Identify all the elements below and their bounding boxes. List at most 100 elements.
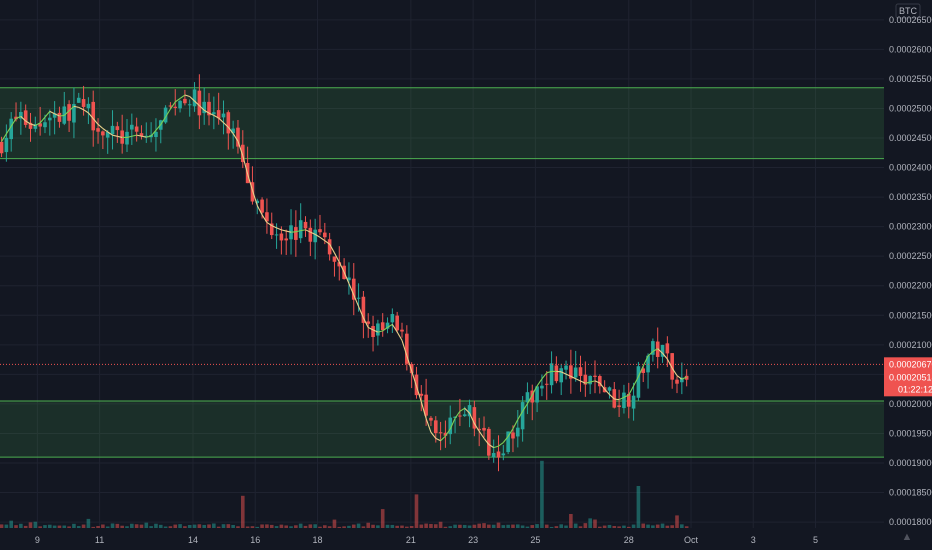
candle-body [535,386,539,403]
x-tick-label: 23 [468,535,478,545]
candle-body [569,365,573,379]
candle-body [598,376,602,387]
candle-body [139,133,144,137]
volume-bar [366,522,371,528]
volume-bar [226,524,231,528]
candle-body [443,432,448,436]
ma-segment [25,120,31,125]
volume-bar [390,524,395,528]
ma-segment [382,327,388,332]
candle-body [279,233,284,241]
candle-body [583,374,588,385]
volume-bar [578,526,583,528]
volume-bar [265,524,269,528]
volume-bar [163,526,168,528]
candle-body [390,314,395,323]
candle-body [665,343,670,354]
ma-segment [63,110,70,116]
candle-body [626,393,631,407]
candle-body [351,278,356,300]
candle-body [433,420,438,434]
ma-segment [314,233,321,238]
volume-bar [115,523,120,528]
support-zone-1 [0,400,884,458]
ma-segment [362,317,369,328]
ma-segment [92,118,99,125]
candle-body [260,199,264,213]
candle-body [448,417,453,435]
ma-segment [286,230,292,233]
ma-segment [396,331,403,341]
volume-bar [76,526,81,528]
candle-body [76,97,81,103]
volume-bar [313,524,317,528]
candle-body [361,296,366,323]
ma-segment [73,105,79,108]
candle-body [0,141,4,154]
ma-segment [87,112,94,119]
ma-segment [406,355,413,372]
ma-segment [54,113,60,117]
volume-bar [202,524,206,528]
volume-bar [617,526,621,528]
candle-body [641,368,646,373]
ma-segment [633,376,639,387]
ma-segment [49,110,55,115]
volume-bar [515,524,520,528]
volume-bar [371,524,375,528]
volume-bar [670,525,674,528]
volume-bar [530,525,535,528]
candle-body [197,90,202,116]
ma-segment [136,134,142,137]
volume-bar [559,524,564,528]
candle-body [265,212,269,222]
y-tick-label: 0.00026500 [889,15,932,25]
volume-bar [255,526,260,528]
ma-segment [300,229,306,232]
volume-bar [395,525,399,528]
volume-bar [120,525,124,528]
ma-segment [353,294,360,307]
candle-body [588,375,592,385]
ma-segment [498,442,504,447]
volume-bar [81,524,86,528]
volume-bar [9,520,14,528]
ma-segment [570,375,576,380]
candle-body [544,383,549,385]
candle-body [347,277,351,281]
volume-bar [236,526,240,528]
y-tick-label: 0.00023000 [889,222,932,232]
candle-body [163,107,168,123]
ma-segment [179,94,186,99]
ma-segment [97,123,104,129]
volume-bar [622,525,626,528]
volume-bar [612,525,617,528]
volume-bar [4,524,9,528]
candle-body [289,225,293,240]
last-price-label: 0.00020670 [889,359,932,369]
volume-bar [23,525,28,528]
x-tick-label: 9 [35,535,40,545]
volume-bar [197,524,202,528]
candle-body [173,106,178,108]
ma-segment [203,109,210,114]
y-tick-label: 0.00020000 [889,399,932,409]
ma-segment [338,261,345,273]
price-axis [884,0,932,550]
candle-body [467,405,472,417]
candle-body [651,341,655,355]
volume-bar [477,523,481,528]
volume-bar [110,523,115,528]
candle-body [670,353,674,380]
candle-body [380,322,385,330]
candle-body [125,131,129,145]
volume-bar [48,524,52,528]
volume-bar [462,524,467,528]
ma-segment [242,155,249,175]
volume-bar [660,523,665,528]
candle-body [554,365,559,382]
ma-segment [146,135,152,138]
volume-bar [294,525,298,528]
ma-segment [348,283,355,296]
